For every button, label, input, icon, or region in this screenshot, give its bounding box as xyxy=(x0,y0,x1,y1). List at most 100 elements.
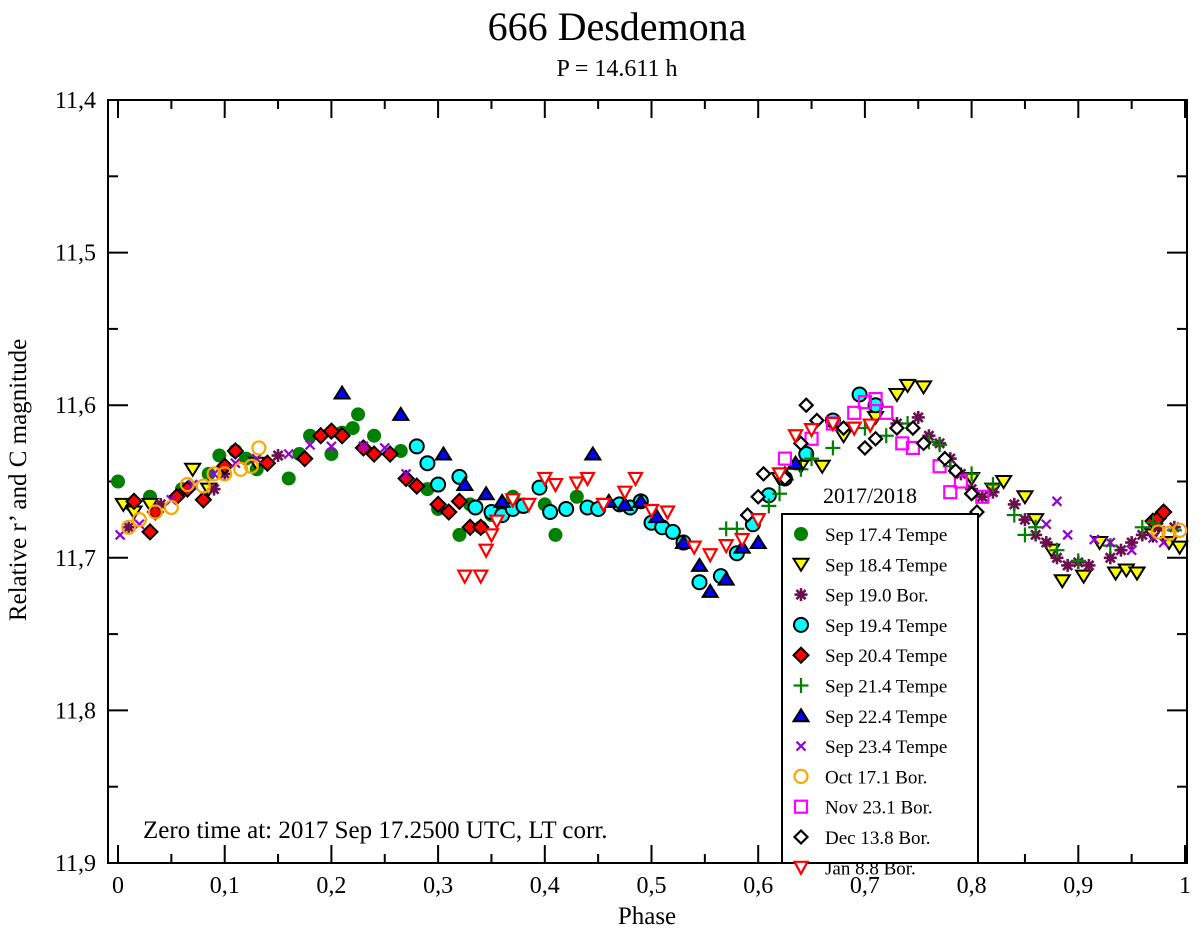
data-point xyxy=(471,518,490,537)
series-sep-18-4-tempe xyxy=(114,378,1189,590)
data-point xyxy=(351,407,366,422)
legend-marker xyxy=(795,740,807,752)
data-point xyxy=(365,445,383,463)
data-point xyxy=(1147,532,1159,544)
data-point xyxy=(147,504,163,520)
data-point xyxy=(911,410,925,424)
x-tick-label: 0 xyxy=(112,873,124,899)
legend-label: Sep 17.4 Tempe xyxy=(825,525,947,546)
data-point xyxy=(212,448,227,463)
legend-marker xyxy=(793,768,809,785)
data-point xyxy=(803,423,820,439)
data-point xyxy=(835,420,852,437)
data-point xyxy=(898,378,917,394)
data-point xyxy=(1114,543,1128,557)
x-tick-label: 1 xyxy=(1179,873,1191,899)
data-point xyxy=(627,471,644,488)
data-point xyxy=(419,455,436,472)
data-point xyxy=(964,466,980,482)
x-tick-label: 0,1 xyxy=(210,873,240,899)
legend-label: Nov 23.1 Bor. xyxy=(825,798,933,819)
data-point xyxy=(208,468,220,480)
data-point xyxy=(583,445,603,461)
data-point xyxy=(558,500,575,517)
data-point xyxy=(750,488,767,505)
legend-label: Sep 20.4 Tempe xyxy=(825,646,947,667)
data-point xyxy=(755,465,772,482)
chart-title: 666 Desdemona xyxy=(488,4,747,49)
data-point xyxy=(932,437,948,453)
data-point xyxy=(1062,529,1073,541)
data-point xyxy=(772,486,788,502)
data-point xyxy=(701,548,719,564)
data-point xyxy=(616,485,634,501)
data-point xyxy=(787,429,804,445)
data-point xyxy=(664,523,681,540)
data-point xyxy=(905,440,921,456)
data-point xyxy=(1028,519,1044,535)
data-point xyxy=(1105,537,1116,548)
data-point xyxy=(243,458,259,474)
data-point xyxy=(429,495,448,514)
data-point xyxy=(531,479,548,496)
x-tick-label: 0,4 xyxy=(530,873,560,899)
x-tick-label: 0,3 xyxy=(423,873,453,899)
x-axis-label: Phase xyxy=(618,903,676,930)
series-sep-23-4-tempe xyxy=(114,439,1169,556)
data-point xyxy=(879,405,894,420)
series-dec-13-8-bor- xyxy=(739,397,985,524)
legend-label: Sep 21.4 Tempe xyxy=(825,677,947,698)
data-point xyxy=(407,477,426,495)
series-sep-17-4-tempe xyxy=(111,407,584,542)
data-point xyxy=(643,503,660,520)
data-point xyxy=(1154,503,1173,521)
data-point xyxy=(271,449,285,463)
data-point xyxy=(1135,528,1149,542)
data-point xyxy=(690,557,709,572)
data-point xyxy=(1172,522,1188,538)
data-point xyxy=(472,569,490,585)
data-point xyxy=(943,485,958,500)
legend-marker xyxy=(794,527,808,541)
legend: 2017/2018 Sep 17.4 Tempe Sep 18.4 Tempe Se… xyxy=(781,483,979,879)
data-point xyxy=(134,518,145,530)
legend-marker xyxy=(791,707,811,723)
legend-label: Dec 13.8 Bor. xyxy=(825,828,931,849)
data-point xyxy=(857,395,873,410)
data-point xyxy=(1015,490,1035,506)
data-point xyxy=(324,447,339,462)
data-point xyxy=(878,428,894,444)
legend-label: Sep 19.0 Bor. xyxy=(825,586,928,607)
y-tick-label: 11,5 xyxy=(55,241,96,267)
legend-marker xyxy=(791,557,811,573)
data-point xyxy=(195,478,211,494)
data-point xyxy=(985,477,1001,493)
data-point xyxy=(452,527,467,542)
data-point xyxy=(326,441,337,452)
data-point xyxy=(963,485,980,502)
legend-label: Sep 18.4 Tempe xyxy=(825,555,947,576)
chart-subtitle: P = 14.611 h xyxy=(556,56,677,82)
data-point xyxy=(450,492,469,511)
data-point xyxy=(547,477,564,494)
data-point xyxy=(895,436,910,451)
legend-marker xyxy=(794,588,808,602)
data-point xyxy=(1103,551,1117,565)
data-point xyxy=(1102,538,1118,554)
series-jan-8-8-bor- xyxy=(456,416,879,585)
data-point xyxy=(659,505,676,521)
legend-marker xyxy=(793,678,809,693)
data-point xyxy=(345,421,360,436)
data-point xyxy=(847,405,862,420)
data-point xyxy=(1126,544,1137,556)
data-point xyxy=(904,420,921,437)
legend-label: Sep 22.4 Tempe xyxy=(825,707,947,728)
data-point xyxy=(439,503,458,521)
legend-marker xyxy=(792,828,810,846)
data-point xyxy=(111,474,125,489)
series-sep-22-4-tempe xyxy=(332,384,805,598)
data-point xyxy=(492,492,512,508)
data-point xyxy=(798,397,815,414)
data-point xyxy=(226,442,245,460)
